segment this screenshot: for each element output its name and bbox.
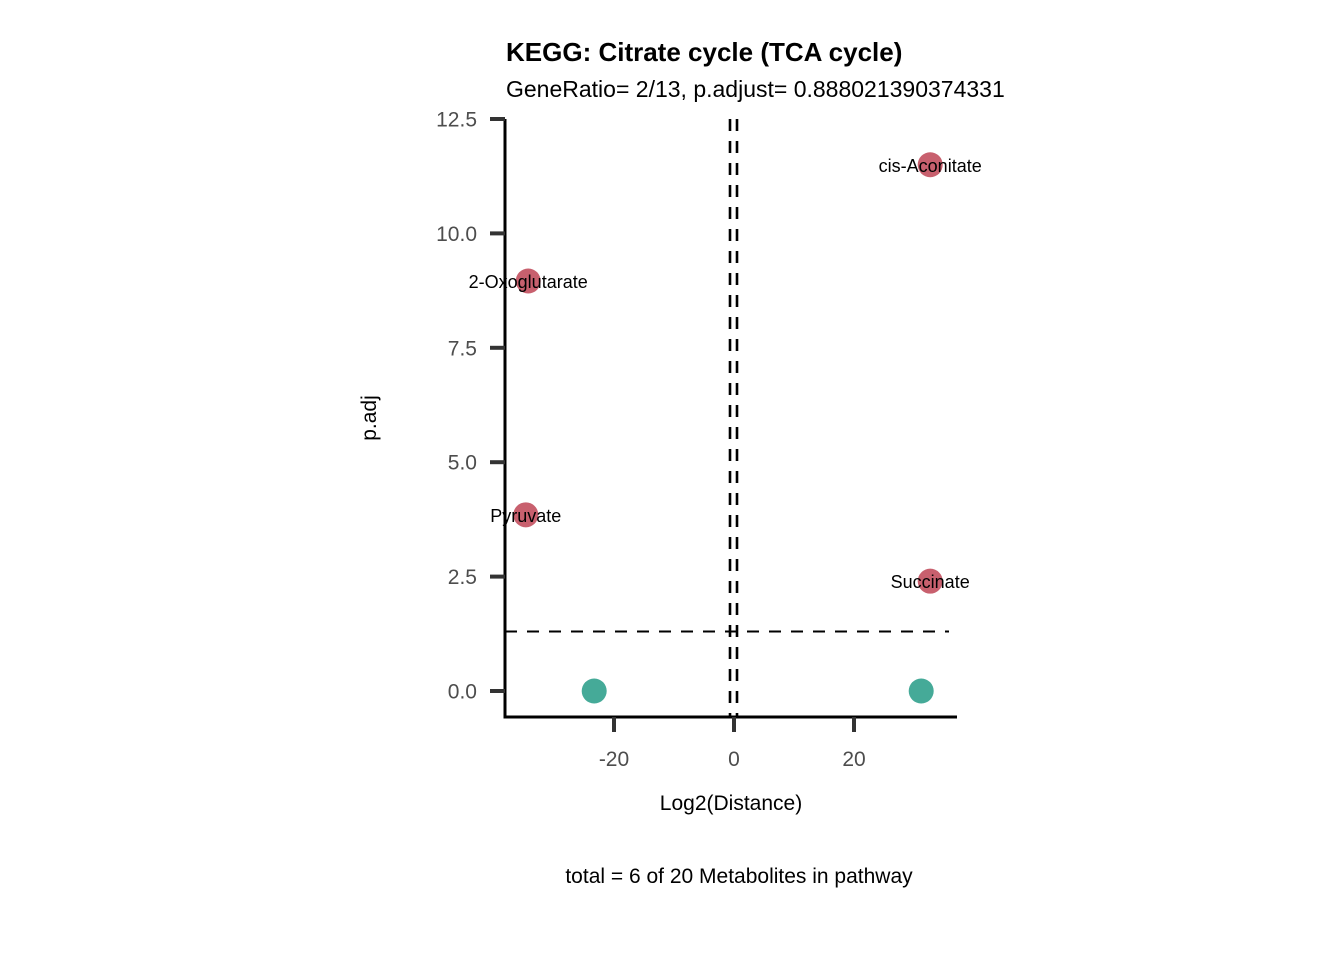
y-tick-label: 5.0 [448, 452, 477, 475]
y-axis-title: p.adj [358, 395, 381, 441]
point-not-significant [908, 678, 934, 704]
point-significant [513, 502, 539, 528]
point-label: Succinate [891, 572, 970, 592]
point-label: cis-Aconitate [879, 156, 982, 176]
y-tick-label: 12.5 [436, 109, 477, 132]
chart-subtitle: GeneRatio= 2/13, p.adjust= 0.88802139037… [506, 76, 1005, 102]
y-tick-label: 0.0 [448, 681, 477, 704]
y-tick-label: 2.5 [448, 566, 477, 589]
axes [503, 119, 957, 719]
x-tick-label: 20 [842, 748, 865, 771]
point-not-significant [581, 678, 607, 704]
point-significant [515, 268, 541, 294]
x-axis-title: Log2(Distance) [660, 792, 802, 815]
x-tick-label: -20 [599, 748, 629, 771]
y-tick-label: 7.5 [448, 337, 477, 360]
point-labels: cis-Aconitate 2-Oxoglutarate Pyruvate Succi… [469, 156, 982, 592]
point-significant [917, 152, 943, 178]
point-label: Pyruvate [490, 506, 561, 526]
x-axis-ticks: -20 0 20 [599, 717, 866, 771]
reference-lines [505, 119, 949, 717]
point-label: 2-Oxoglutarate [469, 272, 588, 292]
chart-title: KEGG: Citrate cycle (TCA cycle) [506, 37, 902, 67]
x-tick-label: 0 [728, 748, 740, 771]
chart-caption: total = 6 of 20 Metabolites in pathway [565, 865, 913, 888]
point-significant [917, 568, 943, 594]
data-points [513, 152, 943, 704]
y-tick-label: 10.0 [436, 223, 477, 246]
y-axis-ticks: 0.0 2.5 5.0 7.5 10.0 12.5 [436, 109, 505, 704]
